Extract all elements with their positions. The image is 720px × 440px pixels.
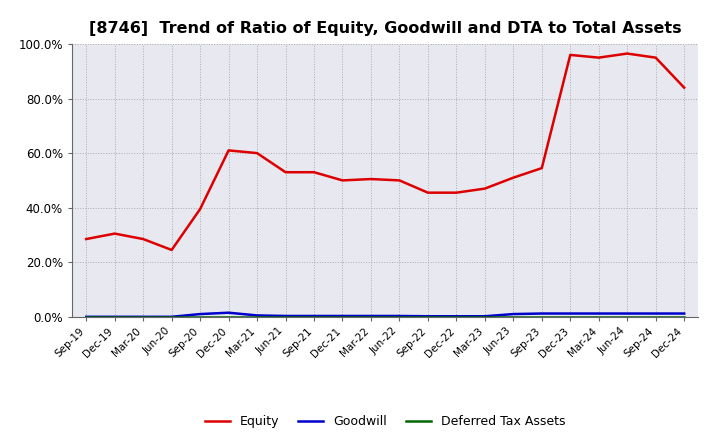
Deferred Tax Assets bbox=[110, 314, 119, 319]
Equity bbox=[139, 236, 148, 242]
Equity bbox=[566, 52, 575, 58]
Goodwill bbox=[253, 313, 261, 318]
Equity bbox=[282, 169, 290, 175]
Equity bbox=[452, 190, 461, 195]
Deferred Tax Assets bbox=[310, 314, 318, 319]
Goodwill bbox=[480, 314, 489, 319]
Equity bbox=[82, 236, 91, 242]
Equity bbox=[338, 178, 347, 183]
Goodwill bbox=[509, 312, 518, 317]
Goodwill bbox=[196, 312, 204, 317]
Line: Equity: Equity bbox=[86, 54, 684, 250]
Equity bbox=[196, 206, 204, 212]
Equity bbox=[225, 148, 233, 153]
Equity bbox=[423, 190, 432, 195]
Deferred Tax Assets bbox=[253, 314, 261, 319]
Goodwill bbox=[680, 311, 688, 316]
Line: Goodwill: Goodwill bbox=[86, 313, 684, 317]
Equity bbox=[253, 150, 261, 156]
Goodwill bbox=[623, 311, 631, 316]
Goodwill bbox=[282, 313, 290, 319]
Deferred Tax Assets bbox=[139, 314, 148, 319]
Equity bbox=[480, 186, 489, 191]
Goodwill bbox=[566, 311, 575, 316]
Goodwill bbox=[423, 314, 432, 319]
Equity bbox=[652, 55, 660, 60]
Goodwill bbox=[338, 313, 347, 319]
Goodwill bbox=[167, 314, 176, 319]
Deferred Tax Assets bbox=[509, 314, 518, 319]
Deferred Tax Assets bbox=[423, 314, 432, 319]
Equity bbox=[310, 169, 318, 175]
Equity bbox=[537, 165, 546, 171]
Goodwill bbox=[139, 314, 148, 319]
Deferred Tax Assets bbox=[167, 314, 176, 319]
Legend: Equity, Goodwill, Deferred Tax Assets: Equity, Goodwill, Deferred Tax Assets bbox=[200, 411, 570, 433]
Equity bbox=[110, 231, 119, 236]
Goodwill bbox=[452, 314, 461, 319]
Goodwill bbox=[110, 314, 119, 319]
Deferred Tax Assets bbox=[480, 314, 489, 319]
Goodwill bbox=[82, 314, 91, 319]
Deferred Tax Assets bbox=[282, 314, 290, 319]
Goodwill bbox=[310, 313, 318, 319]
Goodwill bbox=[366, 313, 375, 319]
Deferred Tax Assets bbox=[82, 314, 91, 319]
Goodwill bbox=[395, 313, 404, 319]
Equity bbox=[395, 178, 404, 183]
Deferred Tax Assets bbox=[338, 314, 347, 319]
Deferred Tax Assets bbox=[680, 314, 688, 319]
Deferred Tax Assets bbox=[395, 314, 404, 319]
Deferred Tax Assets bbox=[452, 314, 461, 319]
Deferred Tax Assets bbox=[566, 314, 575, 319]
Goodwill bbox=[225, 310, 233, 315]
Deferred Tax Assets bbox=[225, 314, 233, 319]
Equity bbox=[595, 55, 603, 60]
Deferred Tax Assets bbox=[623, 314, 631, 319]
Deferred Tax Assets bbox=[652, 314, 660, 319]
Title: [8746]  Trend of Ratio of Equity, Goodwill and DTA to Total Assets: [8746] Trend of Ratio of Equity, Goodwil… bbox=[89, 21, 682, 36]
Equity bbox=[509, 175, 518, 180]
Equity bbox=[366, 176, 375, 182]
Deferred Tax Assets bbox=[196, 314, 204, 319]
Deferred Tax Assets bbox=[537, 314, 546, 319]
Equity bbox=[680, 85, 688, 90]
Equity bbox=[167, 247, 176, 253]
Goodwill bbox=[537, 311, 546, 316]
Goodwill bbox=[652, 311, 660, 316]
Goodwill bbox=[595, 311, 603, 316]
Deferred Tax Assets bbox=[366, 314, 375, 319]
Equity bbox=[623, 51, 631, 56]
Deferred Tax Assets bbox=[595, 314, 603, 319]
